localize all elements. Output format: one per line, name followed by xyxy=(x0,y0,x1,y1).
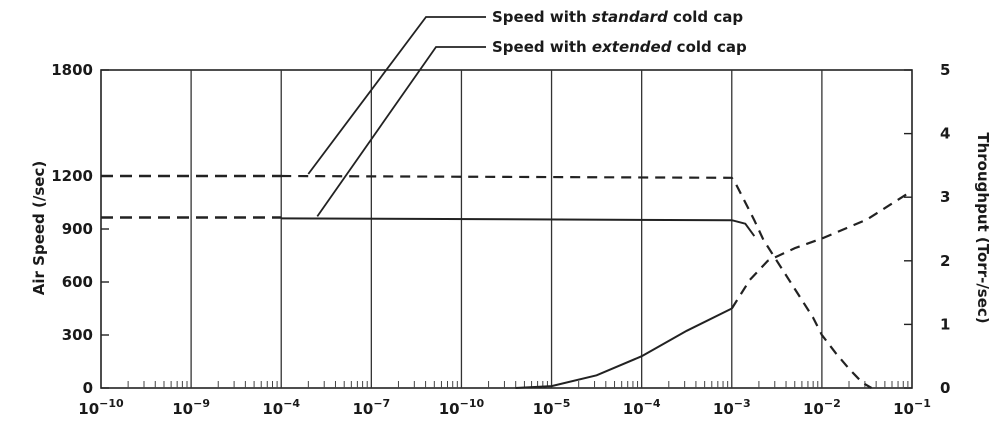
x-tick-label-9: 10−1 xyxy=(893,397,931,418)
x-tick-label-4: 10−10 xyxy=(439,397,485,418)
plot-frame xyxy=(100,69,913,389)
y-tick-label-left-4: 1200 xyxy=(51,167,93,185)
x-tick-label-1: 10−9 xyxy=(172,397,210,418)
y-tick-label-right-5: 5 xyxy=(940,61,950,79)
series-2-dashed xyxy=(730,189,913,310)
y-tick-label-left-1: 300 xyxy=(62,326,93,344)
x-tick-label-6: 10−4 xyxy=(623,397,661,418)
annotation-standard-cold-cap: Speed with standard cold cap xyxy=(492,8,743,26)
x-tick-label-7: 10−3 xyxy=(713,397,751,418)
y-axis-title-left: Air Speed (/sec) xyxy=(30,161,48,295)
x-tick-label-5: 10−5 xyxy=(533,397,571,418)
x-tick-label-8: 10−2 xyxy=(803,397,841,418)
y-tick-label-left-2: 600 xyxy=(62,273,93,291)
grid xyxy=(190,70,823,388)
leader-line-extended xyxy=(316,46,486,217)
y-axis-title-right: Throughput (Torr-/sec) xyxy=(974,132,989,323)
series-2-line xyxy=(515,307,733,389)
leader-line-standard xyxy=(307,16,486,175)
tick-marks xyxy=(101,69,912,389)
y-tick-label-right-2: 2 xyxy=(940,252,950,270)
annotation-extended-cold-cap: Speed with extended cold cap xyxy=(492,38,747,56)
y-tick-label-left-5: 1800 xyxy=(51,61,93,79)
curves xyxy=(101,174,913,389)
y-tick-label-left-0: 0 xyxy=(83,379,93,397)
x-tick-label-0: 10−10 xyxy=(78,397,124,418)
y-tick-label-right-4: 4 xyxy=(940,125,950,143)
leader-lines xyxy=(307,16,486,217)
x-tick-label-2: 10−4 xyxy=(262,397,300,418)
tick-labels: 10−10 10−9 10−4 10−7 10−10 10−5 10−4 10−3 10−2 10… xyxy=(51,61,950,418)
y-tick-label-right-0: 0 xyxy=(940,379,950,397)
y-tick-label-left-3: 900 xyxy=(62,220,93,238)
y-tick-label-right-1: 1 xyxy=(940,315,950,333)
x-tick-label-3: 10−7 xyxy=(352,397,390,418)
series-1-line xyxy=(281,217,756,237)
plot-border xyxy=(100,69,913,389)
series-0-dashed xyxy=(281,174,873,389)
y-tick-label-right-3: 3 xyxy=(940,188,950,206)
